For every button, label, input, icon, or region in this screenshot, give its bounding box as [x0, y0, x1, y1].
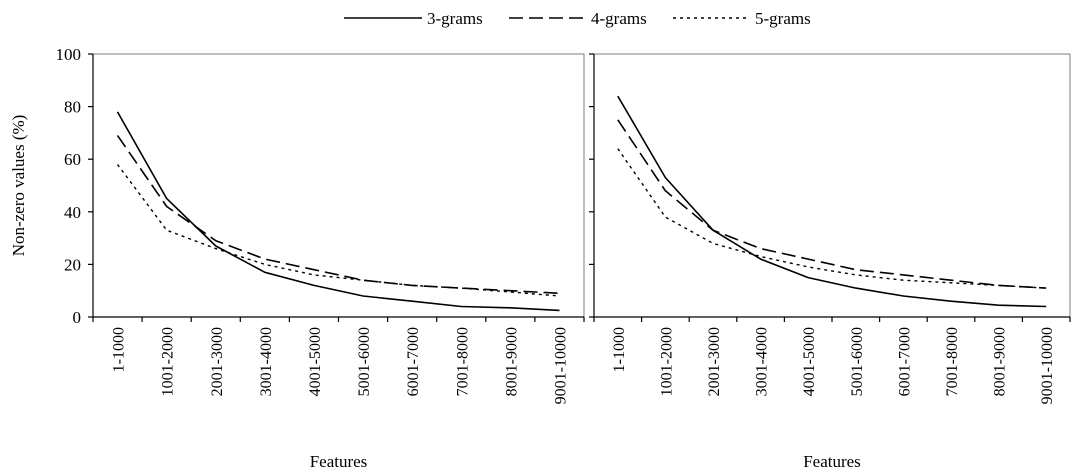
y-tick-label-60: 60 [64, 150, 81, 169]
chart-panel-left: 0 20 40 60 80 100 1-1000 1001-2000 2001-3000 3001… [9, 45, 585, 471]
y-tick-label-80: 80 [64, 98, 81, 117]
legend: 3-grams 4-grams 5-grams [344, 9, 811, 28]
x-tick-label-left-1001-2000: 1001-2000 [160, 327, 177, 396]
x-tick-label-left-3001-4000: 3001-4000 [258, 327, 275, 396]
chart-panel-right: 1-1000 1001-2000 2001-3000 3001-4000 4001-50… [589, 53, 1071, 471]
x-axis-title-right: Features [803, 452, 861, 471]
series-line-right-4-grams [617, 119, 1047, 289]
y-tick-label-20: 20 [64, 255, 81, 274]
y-tick-label-40: 40 [64, 203, 81, 222]
y-tick-label-100: 100 [56, 45, 82, 64]
x-tick-label-right-5001-6000: 5001-6000 [849, 327, 866, 396]
series-line-right-5-grams [617, 148, 1047, 289]
x-tick-label-right-6001-7000: 6001-7000 [896, 327, 913, 396]
x-tick-label-left-5001-6000: 5001-6000 [356, 327, 373, 396]
x-tick-label-left-7001-8000: 7001-8000 [454, 327, 471, 396]
series-line-left-5-grams [116, 164, 560, 297]
x-tick-label-right-4001-5000: 4001-5000 [801, 327, 818, 396]
y-axis-title: Non-zero values (%) [9, 115, 28, 257]
x-tick-label-right-2001-3000: 2001-3000 [706, 327, 723, 396]
x-tick-label-right-1001-2000: 1001-2000 [658, 327, 675, 396]
x-tick-label-right-3001-4000: 3001-4000 [754, 327, 771, 396]
x-tick-label-left-2001-3000: 2001-3000 [209, 327, 226, 396]
plot-frame-right [593, 53, 1071, 318]
x-tick-label-right-9001-10000: 9001-10000 [1039, 327, 1056, 404]
series-line-right-3-grams [617, 95, 1047, 308]
y-tick-label-0: 0 [73, 308, 82, 327]
x-axis-title-left: Features [310, 452, 368, 471]
x-tick-label-left-4001-5000: 4001-5000 [307, 327, 324, 396]
series-line-left-3-grams [116, 111, 560, 312]
x-tick-label-left-8001-9000: 8001-9000 [503, 327, 520, 396]
x-tick-label-right-1-1000: 1-1000 [611, 327, 628, 372]
legend-label-5-grams: 5-grams [755, 9, 811, 28]
x-tick-label-left-6001-7000: 6001-7000 [405, 327, 422, 396]
legend-label-4-grams: 4-grams [591, 9, 647, 28]
legend-label-3-grams: 3-grams [427, 9, 483, 28]
x-tick-label-right-7001-8000: 7001-8000 [944, 327, 961, 396]
x-tick-label-left-9001-10000: 9001-10000 [552, 327, 569, 404]
x-tick-label-left-1-1000: 1-1000 [111, 327, 128, 372]
x-tick-label-right-8001-9000: 8001-9000 [992, 327, 1009, 396]
